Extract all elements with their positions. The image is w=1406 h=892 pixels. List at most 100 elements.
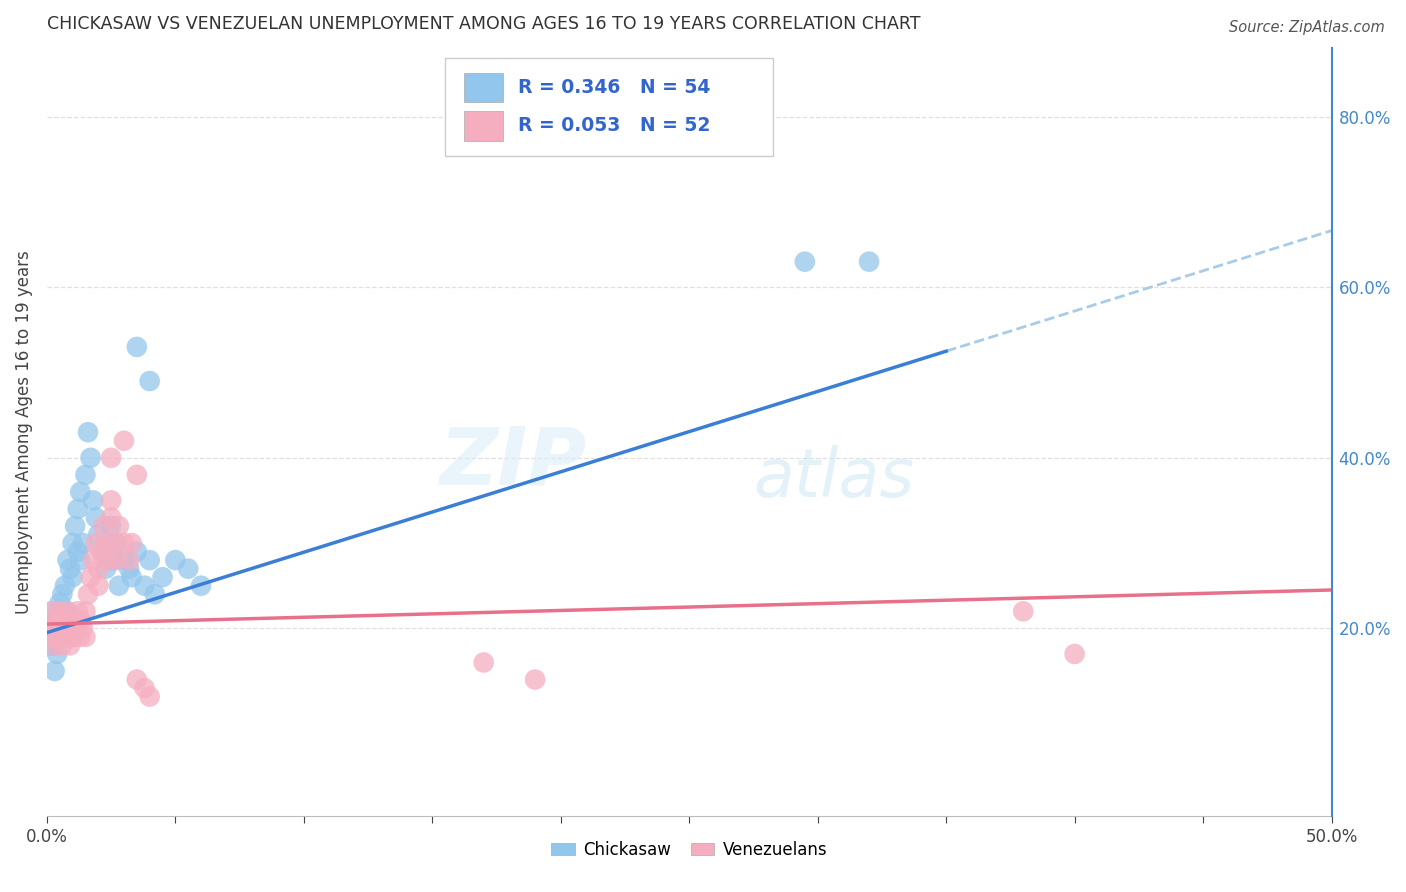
Point xyxy=(56,621,79,635)
Point xyxy=(87,579,110,593)
Point xyxy=(93,544,115,558)
Point xyxy=(38,621,60,635)
Point xyxy=(134,579,156,593)
Point xyxy=(472,656,495,670)
Point xyxy=(108,519,131,533)
Point xyxy=(46,613,69,627)
Point xyxy=(41,604,63,618)
Point xyxy=(125,673,148,687)
Point xyxy=(69,630,91,644)
Point xyxy=(105,553,128,567)
Point xyxy=(48,596,70,610)
Point xyxy=(62,536,84,550)
Point xyxy=(108,579,131,593)
Point xyxy=(82,493,104,508)
Point xyxy=(121,536,143,550)
Point xyxy=(138,374,160,388)
Point xyxy=(165,553,187,567)
Text: atlas: atlas xyxy=(754,445,914,511)
Point xyxy=(59,639,82,653)
Point xyxy=(103,536,125,550)
Point xyxy=(51,639,73,653)
Point xyxy=(46,621,69,635)
Point xyxy=(69,484,91,499)
Point xyxy=(41,604,63,618)
Point xyxy=(72,621,94,635)
Point xyxy=(69,553,91,567)
Point xyxy=(138,553,160,567)
Point xyxy=(112,553,135,567)
Point xyxy=(62,613,84,627)
Point xyxy=(143,587,166,601)
FancyBboxPatch shape xyxy=(446,58,773,156)
Point xyxy=(77,587,100,601)
Point xyxy=(75,467,97,482)
Point xyxy=(41,630,63,644)
Point xyxy=(69,613,91,627)
Point xyxy=(112,536,135,550)
Point xyxy=(84,510,107,524)
Point xyxy=(44,664,66,678)
Point xyxy=(51,621,73,635)
Point xyxy=(44,639,66,653)
Point xyxy=(125,467,148,482)
Point xyxy=(125,340,148,354)
Point xyxy=(41,639,63,653)
Point xyxy=(134,681,156,695)
Point xyxy=(100,510,122,524)
Point xyxy=(53,630,76,644)
Point xyxy=(118,553,141,567)
Point xyxy=(59,613,82,627)
Point xyxy=(53,613,76,627)
Point xyxy=(62,630,84,644)
Text: CHICKASAW VS VENEZUELAN UNEMPLOYMENT AMONG AGES 16 TO 19 YEARS CORRELATION CHART: CHICKASAW VS VENEZUELAN UNEMPLOYMENT AMO… xyxy=(46,15,921,33)
Point xyxy=(51,621,73,635)
Point xyxy=(94,562,117,576)
Point xyxy=(48,604,70,618)
Point xyxy=(84,536,107,550)
FancyBboxPatch shape xyxy=(464,112,503,141)
Point xyxy=(75,604,97,618)
Point xyxy=(105,536,128,550)
Point xyxy=(66,604,89,618)
Point xyxy=(66,544,89,558)
Point xyxy=(97,553,120,567)
Point xyxy=(38,621,60,635)
Point xyxy=(121,570,143,584)
Point xyxy=(87,527,110,541)
Point xyxy=(190,579,212,593)
Point xyxy=(51,587,73,601)
Point xyxy=(51,604,73,618)
Point xyxy=(94,536,117,550)
Point xyxy=(63,519,86,533)
Point xyxy=(53,579,76,593)
Point xyxy=(138,690,160,704)
Point xyxy=(63,621,86,635)
Point xyxy=(524,673,547,687)
Point xyxy=(46,613,69,627)
Text: R = 0.346   N = 54: R = 0.346 N = 54 xyxy=(519,78,711,97)
Point xyxy=(87,562,110,576)
Point xyxy=(44,621,66,635)
Text: R = 0.053   N = 52: R = 0.053 N = 52 xyxy=(519,117,711,136)
Point xyxy=(48,630,70,644)
Point xyxy=(93,519,115,533)
Point xyxy=(75,630,97,644)
Legend: Chickasaw, Venezuelans: Chickasaw, Venezuelans xyxy=(544,834,834,865)
Point xyxy=(90,544,112,558)
Point xyxy=(858,254,880,268)
Point xyxy=(152,570,174,584)
Text: Source: ZipAtlas.com: Source: ZipAtlas.com xyxy=(1229,20,1385,35)
Point xyxy=(100,493,122,508)
Point xyxy=(1012,604,1035,618)
Point xyxy=(77,425,100,440)
Point xyxy=(82,553,104,567)
Point xyxy=(59,562,82,576)
Point xyxy=(118,562,141,576)
Point xyxy=(72,536,94,550)
Point xyxy=(177,562,200,576)
Point xyxy=(53,630,76,644)
Point xyxy=(56,604,79,618)
Point xyxy=(66,502,89,516)
Point xyxy=(46,647,69,661)
